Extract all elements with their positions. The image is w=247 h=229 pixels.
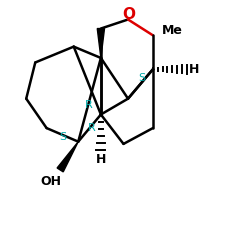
Text: Me: Me [162,24,183,37]
Text: R: R [88,123,96,133]
Text: O: O [123,7,136,22]
Text: H: H [188,63,199,76]
Text: OH: OH [41,175,62,188]
Text: H: H [96,153,106,166]
Polygon shape [57,142,78,172]
Text: S: S [59,132,66,142]
Text: R: R [84,101,92,110]
Text: S: S [138,73,145,83]
Polygon shape [97,29,104,58]
